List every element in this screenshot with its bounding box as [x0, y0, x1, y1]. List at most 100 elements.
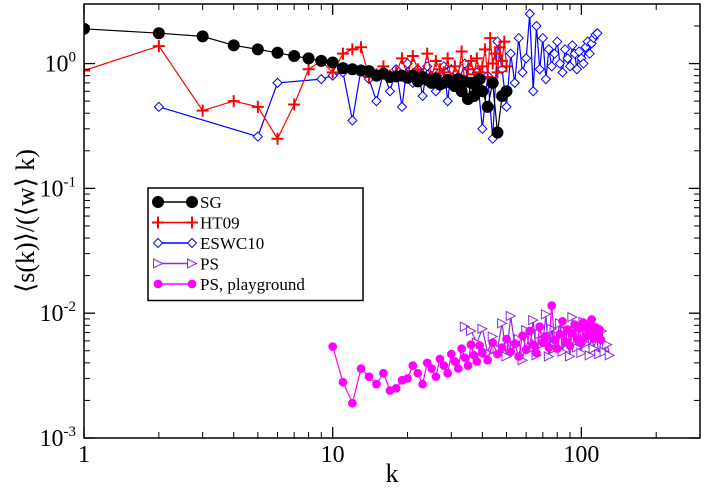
data-point [338, 377, 348, 387]
data-point [567, 40, 578, 51]
data-point [594, 325, 604, 334]
data-point [540, 308, 552, 320]
data-point [448, 60, 461, 73]
data-point [356, 364, 366, 373]
legend-marker-right [186, 237, 198, 249]
data-point [453, 364, 463, 373]
data-point [251, 43, 264, 56]
data-point [513, 32, 524, 44]
data-point [506, 347, 516, 357]
data-point [435, 354, 445, 364]
legend-entry: PS [153, 255, 219, 274]
y-tick-label: 100 [45, 50, 77, 78]
legend-marker-right [186, 216, 198, 229]
data-point [466, 340, 476, 349]
data-point [602, 339, 613, 350]
data-point [408, 361, 418, 370]
data-point [555, 329, 565, 339]
data-point [500, 60, 513, 73]
data-point [491, 126, 504, 139]
legend-marker-left [152, 216, 164, 229]
legend-entry: HT09 [152, 214, 240, 233]
data-point [501, 101, 512, 113]
x-tick-label: 10 [321, 442, 345, 468]
data-point [549, 48, 560, 59]
data-point [403, 374, 412, 383]
data-point [518, 331, 527, 341]
data-point [196, 30, 209, 43]
data-point [510, 339, 520, 349]
data-point [476, 85, 489, 98]
data-point [396, 101, 408, 113]
data-point [379, 368, 388, 378]
data-point [564, 61, 576, 72]
data-point [501, 351, 513, 362]
data-point [565, 341, 575, 350]
data-point [302, 52, 315, 65]
data-point [84, 64, 90, 77]
data-point [527, 86, 539, 97]
legend-marker-left [153, 279, 163, 289]
legend-box [147, 187, 364, 302]
data-point [429, 54, 442, 67]
data-point [558, 317, 567, 326]
data-point [302, 63, 315, 76]
data-point [316, 73, 327, 85]
data-point [384, 86, 396, 97]
data-point [520, 53, 532, 64]
data-point [442, 95, 453, 107]
data-point [584, 48, 595, 59]
data-point [271, 132, 284, 145]
data-point [418, 379, 427, 389]
data-point [488, 338, 498, 348]
data-point [604, 349, 616, 361]
data-point [564, 351, 576, 362]
data-point [227, 95, 240, 108]
data-point [528, 340, 538, 349]
data-point [534, 328, 546, 340]
data-point [596, 335, 606, 345]
data-point [528, 314, 539, 326]
data-point [517, 67, 528, 78]
data-point [422, 358, 432, 368]
data-point [484, 32, 497, 45]
data-point [406, 49, 419, 62]
data-point [489, 47, 502, 60]
data-point [196, 104, 209, 117]
legend-entry: ESWC10 [152, 234, 264, 253]
data-point [402, 58, 413, 69]
legend-marker-left [153, 258, 164, 269]
data-point [391, 383, 401, 393]
data-point [552, 344, 562, 353]
data-point [315, 54, 328, 67]
data-point [347, 115, 358, 126]
data-point [152, 27, 165, 40]
y-axis: 10-3 10-2 10-1 100 [40, 25, 700, 452]
y-tick-label: 10-3 [40, 424, 77, 452]
data-point [477, 323, 489, 335]
legend-label: HT09 [200, 214, 240, 233]
data-point [479, 43, 492, 56]
data-point [472, 357, 482, 366]
data-point [470, 52, 483, 65]
data-point [417, 90, 428, 102]
x-tick-label: 100 [563, 442, 599, 468]
data-point [546, 61, 557, 72]
data-point [535, 322, 545, 332]
data-point [543, 44, 555, 55]
legend-entry: SG [152, 193, 222, 212]
data-point [514, 352, 524, 361]
data-point [540, 73, 552, 85]
data-point [251, 100, 264, 113]
data-point [348, 398, 357, 408]
data-point [457, 344, 466, 353]
data-point [395, 52, 408, 65]
data-point [475, 341, 485, 350]
data-point [439, 361, 449, 370]
data-point [497, 343, 507, 352]
x-axis-label: k [386, 459, 399, 488]
data-point [346, 43, 359, 56]
data-point [550, 335, 559, 345]
legend-entry: PS, playground [153, 275, 305, 294]
